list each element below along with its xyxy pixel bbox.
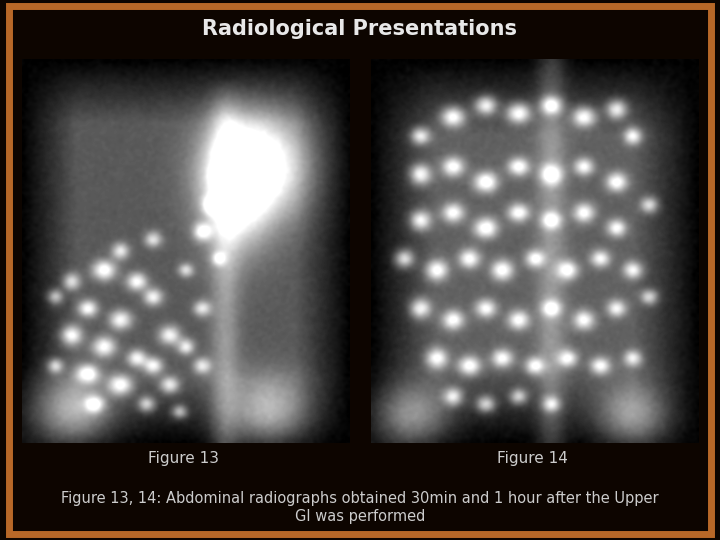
Text: Figure 13, 14: Abdominal radiographs obtained 30min and 1 hour after the Upper
G: Figure 13, 14: Abdominal radiographs obt… <box>61 491 659 524</box>
Text: Figure 14: Figure 14 <box>498 451 568 466</box>
Text: Figure 13: Figure 13 <box>148 451 219 466</box>
Text: Radiological Presentations: Radiological Presentations <box>202 19 518 39</box>
